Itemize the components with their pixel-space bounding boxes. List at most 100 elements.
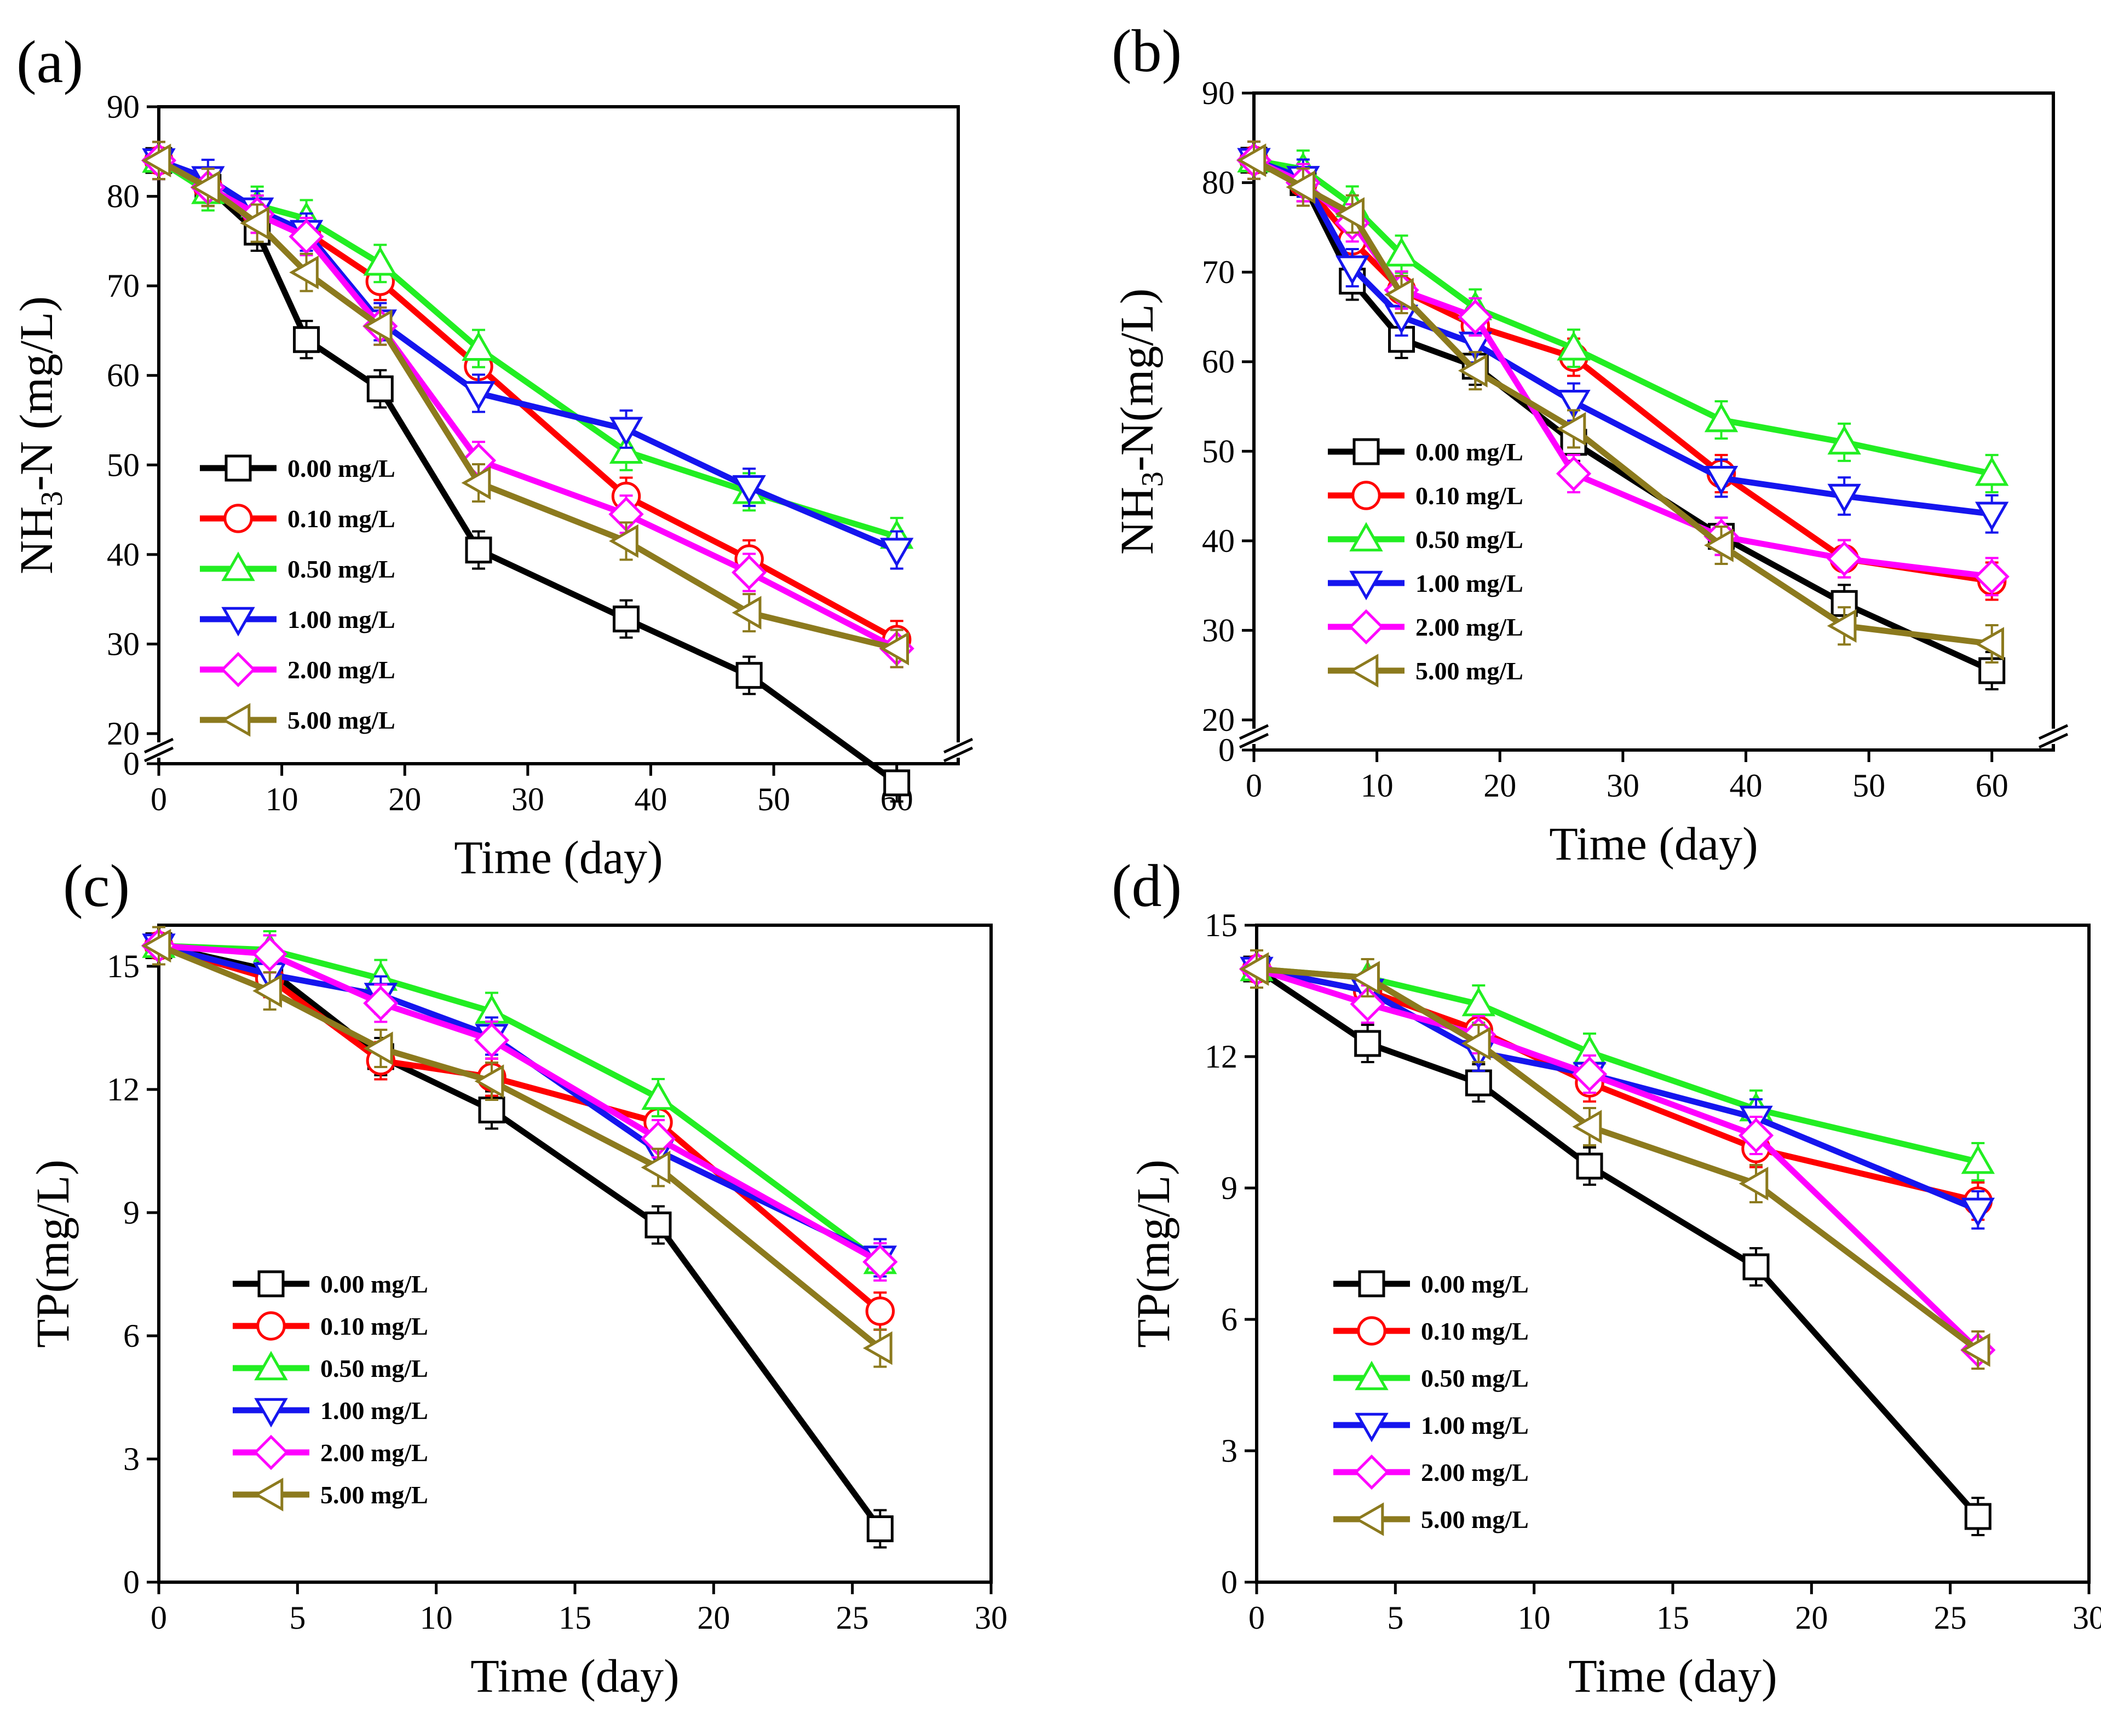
series-line xyxy=(1256,966,1980,1353)
x-tick-label: 10 xyxy=(1361,768,1394,804)
legend-item: 0.00 mg/L xyxy=(1328,438,1523,466)
y-tick-label: 15 xyxy=(1205,907,1237,943)
y-tick-label: 12 xyxy=(1205,1039,1237,1075)
legend-item: 2.00 mg/L xyxy=(200,651,395,688)
series-line xyxy=(158,943,883,1531)
x-tick-label: 0 xyxy=(1246,768,1262,804)
y-tick-label: 60 xyxy=(1202,344,1235,380)
series-5-00-mg-L xyxy=(141,141,909,668)
y-tick-label: 50 xyxy=(107,447,140,483)
x-tick-label: 0 xyxy=(151,1600,167,1636)
axis-break-line xyxy=(943,737,974,754)
legend-marker xyxy=(1355,1412,1389,1443)
legend-item: 2.00 mg/L xyxy=(233,1434,428,1470)
data-point xyxy=(1458,354,1488,388)
y-tick-label: 0 xyxy=(1221,1564,1237,1600)
legend-label: 0.50 mg/L xyxy=(1421,1364,1529,1392)
data-point xyxy=(1350,961,1380,995)
data-point xyxy=(1974,559,2010,595)
data-point xyxy=(1960,1333,1990,1367)
data-point xyxy=(289,219,324,255)
series-line xyxy=(158,943,882,1265)
data-point xyxy=(362,309,393,343)
axis-break-line xyxy=(2038,724,2069,740)
x-axis-label: Time (day) xyxy=(454,831,663,884)
legend-label: 0.10 mg/L xyxy=(320,1312,428,1340)
series-line xyxy=(1256,966,1981,1352)
legend-label: 0.50 mg/L xyxy=(287,555,395,583)
y-tick-label: 0 xyxy=(123,746,140,782)
data-point xyxy=(474,1064,504,1098)
series-line xyxy=(1254,966,1981,1519)
x-tick-label: 40 xyxy=(634,781,667,817)
legend-label: 0.00 mg/L xyxy=(320,1270,428,1298)
data-point xyxy=(641,1150,671,1185)
legend-marker xyxy=(221,551,255,581)
legend-marker xyxy=(256,1311,286,1341)
x-tick-label: 5 xyxy=(289,1600,306,1636)
series-line xyxy=(158,943,882,1265)
data-point xyxy=(1465,1069,1492,1097)
x-tick-label: 15 xyxy=(559,1600,591,1636)
x-tick-label: 50 xyxy=(1852,768,1885,804)
y-tick-label: 9 xyxy=(123,1195,140,1231)
legend-label: 2.00 mg/L xyxy=(1421,1458,1529,1486)
x-tick-label: 5 xyxy=(1387,1600,1403,1636)
legend-item: 0.00 mg/L xyxy=(233,1270,428,1298)
data-point xyxy=(1461,1026,1491,1060)
data-point xyxy=(289,255,319,290)
legend-item: 1.00 mg/L xyxy=(1333,1411,1529,1443)
x-tick-label: 30 xyxy=(975,1600,1008,1636)
axis-break-line xyxy=(1239,733,1269,749)
axis-break-line xyxy=(1239,724,1269,740)
legend-marker xyxy=(223,504,253,533)
x-tick-label: 60 xyxy=(1976,768,2008,804)
y-tick-label: 6 xyxy=(1221,1301,1237,1337)
legend-marker xyxy=(1354,1454,1390,1490)
y-tick-label: 90 xyxy=(107,89,140,125)
y-tick-label: 20 xyxy=(1202,702,1235,738)
data-point xyxy=(1975,627,2004,661)
legend-label: 0.00 mg/L xyxy=(287,454,395,482)
data-point xyxy=(1354,1030,1382,1057)
data-point xyxy=(732,596,762,630)
axis-break-line xyxy=(2038,733,2069,749)
y-tick-label: 6 xyxy=(123,1318,140,1354)
data-point xyxy=(1556,412,1586,446)
legend-item: 5.00 mg/L xyxy=(233,1478,428,1512)
legend-label: 2.00 mg/L xyxy=(320,1439,428,1467)
data-point xyxy=(644,1212,672,1238)
plot-frame xyxy=(1252,91,2055,752)
data-point xyxy=(1827,541,1862,576)
legend-item: 2.00 mg/L xyxy=(1333,1454,1529,1490)
legend-item: 0.50 mg/L xyxy=(1328,522,1523,553)
data-point xyxy=(293,326,320,353)
legend-item: 5.00 mg/L xyxy=(200,703,395,737)
y-tick-label: 0 xyxy=(123,1564,140,1600)
legend: 0.00 mg/L 0.10 mg/L 0.50 mg/L 1.00 mg/L 2.00… xyxy=(200,454,395,737)
data-point xyxy=(1742,1253,1770,1281)
data-point xyxy=(1704,466,1739,495)
y-tick-label: 20 xyxy=(107,716,140,752)
data-point xyxy=(191,170,221,204)
y-tick-label: 12 xyxy=(107,1071,140,1108)
legend-item: 5.00 mg/L xyxy=(1333,1502,1529,1536)
data-point xyxy=(461,466,491,500)
data-point xyxy=(865,1296,895,1326)
legend-label: 2.00 mg/L xyxy=(1415,613,1523,641)
legend-label: 1.00 mg/L xyxy=(1415,569,1523,597)
x-axis-label: Time (day) xyxy=(1568,1650,1777,1702)
legend-item: 0.10 mg/L xyxy=(233,1311,428,1341)
y-tick-label: 15 xyxy=(107,948,140,984)
legend-label: 0.00 mg/L xyxy=(1421,1270,1529,1298)
y-tick-label: 50 xyxy=(1202,433,1235,469)
series-2-00-mg-L xyxy=(141,926,898,1282)
data-point xyxy=(1739,1167,1769,1201)
legend-label: 5.00 mg/L xyxy=(1421,1506,1529,1533)
data-point xyxy=(240,206,269,240)
data-point xyxy=(866,1515,894,1542)
legend-marker xyxy=(253,1434,289,1470)
y-tick-label: 9 xyxy=(1221,1170,1237,1206)
